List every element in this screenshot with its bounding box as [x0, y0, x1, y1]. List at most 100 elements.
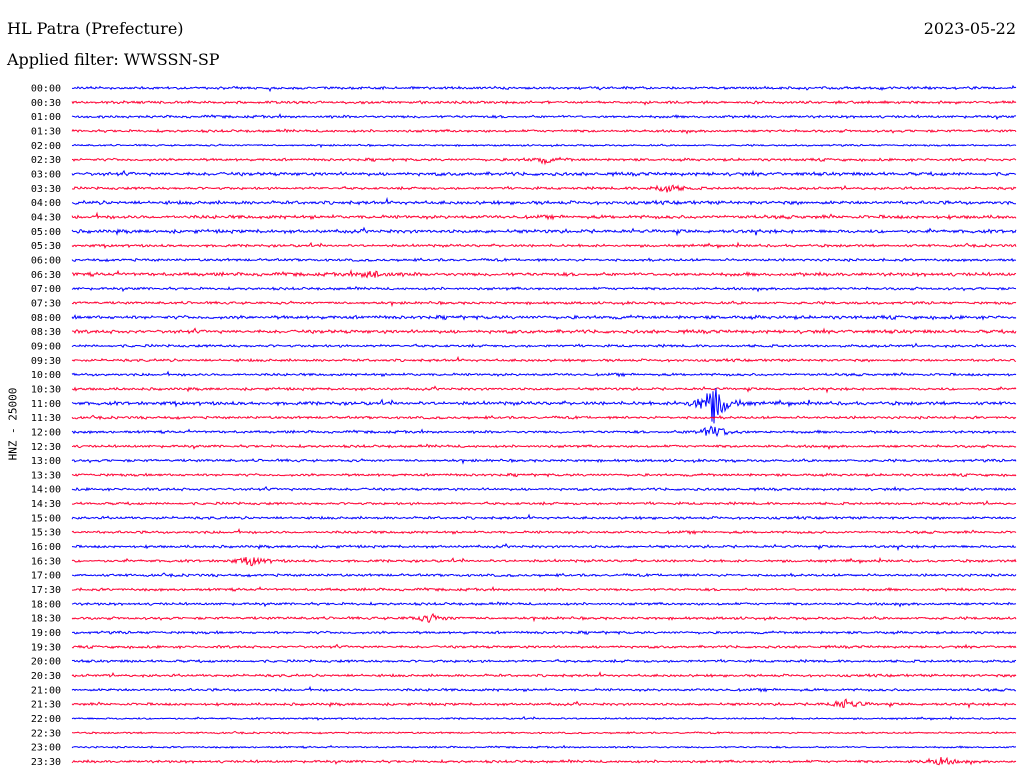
- row-time-label: 16:30: [31, 556, 61, 567]
- row-time-label: 23:00: [31, 743, 61, 754]
- row-time-label: 15:00: [31, 513, 61, 524]
- trace-1100: [71, 388, 1017, 424]
- row-time-label: 00:00: [31, 84, 61, 95]
- trace-0400: [71, 196, 1016, 206]
- date-label: 2023-05-22: [923, 19, 1016, 38]
- row-time-label: 18:30: [31, 614, 61, 625]
- row-time-label: 10:30: [31, 384, 61, 395]
- row-time-label: 13:30: [31, 470, 61, 481]
- trace-2330: [71, 756, 1017, 766]
- trace-2300: [71, 744, 1016, 749]
- trace-1430: [71, 500, 1017, 506]
- row-time-label: 05:30: [31, 241, 61, 252]
- trace-0600: [71, 257, 1017, 263]
- trace-1800: [71, 601, 1017, 608]
- trace-1930: [71, 643, 1017, 650]
- row-time-label: 08:30: [31, 327, 61, 338]
- trace-0800: [71, 314, 1017, 321]
- trace-0230: [71, 156, 1017, 166]
- row-time-label: 07:30: [31, 298, 61, 309]
- trace-1900: [72, 630, 1017, 636]
- trace-0930: [71, 355, 1017, 363]
- trace-0300: [71, 169, 1017, 178]
- row-time-label: 02:30: [31, 155, 61, 166]
- row-time-label: 19:30: [31, 642, 61, 653]
- trace-1830: [71, 612, 1017, 624]
- row-time-label: 16:00: [31, 542, 61, 553]
- trace-1630: [71, 556, 1017, 567]
- row-time-label: 09:30: [31, 356, 61, 367]
- trace-1200: [71, 425, 1017, 438]
- row-time-label: 01:30: [31, 126, 61, 137]
- trace-2230: [71, 730, 1017, 735]
- trace-2000: [71, 658, 1017, 664]
- trace-1730: [72, 585, 1017, 593]
- row-time-label: 12:00: [31, 427, 61, 438]
- trace-0130: [71, 128, 1017, 135]
- trace-1130: [71, 414, 1017, 421]
- row-time-label: 04:30: [31, 212, 61, 223]
- trace-1030: [71, 385, 1017, 394]
- row-time-label: 07:00: [31, 284, 61, 295]
- filter-label: Applied filter: WWSSN-SP: [7, 50, 220, 69]
- trace-1530: [71, 528, 1017, 536]
- row-time-label: 18:00: [31, 599, 61, 610]
- trace-1230: [71, 443, 1017, 451]
- trace-0000: [71, 84, 1017, 93]
- trace-2100: [71, 685, 1016, 693]
- trace-0430: [71, 211, 1017, 221]
- row-time-label: 21:00: [31, 685, 61, 696]
- trace-0500: [71, 226, 1017, 237]
- row-time-label: 06:30: [31, 270, 61, 281]
- trace-0030: [71, 99, 1017, 106]
- trace-1330: [71, 472, 1017, 478]
- row-time-label: 13:00: [31, 456, 61, 467]
- trace-0100: [71, 113, 1017, 121]
- row-time-label: 10:00: [31, 370, 61, 381]
- row-time-label: 15:30: [31, 528, 61, 539]
- row-time-label: 03:00: [31, 169, 61, 180]
- trace-0830: [71, 327, 1017, 335]
- row-time-label: 04:00: [31, 198, 61, 209]
- station-title: HL Patra (Prefecture): [7, 19, 184, 38]
- trace-0700: [71, 285, 1017, 293]
- row-time-label: 19:00: [31, 628, 61, 639]
- row-time-label: 23:30: [31, 757, 61, 768]
- row-time-label: 17:00: [31, 571, 61, 582]
- row-time-label: 22:30: [31, 728, 61, 739]
- trace-0900: [71, 342, 1017, 349]
- row-time-label: 08:00: [31, 313, 61, 324]
- trace-1300: [71, 458, 1017, 465]
- row-time-label: 20:00: [31, 657, 61, 668]
- row-time-label: 11:00: [31, 399, 61, 410]
- trace-0530: [71, 241, 1017, 249]
- row-time-label: 01:00: [31, 112, 61, 123]
- row-time-label: 14:00: [31, 485, 61, 496]
- row-time-label: 21:30: [31, 700, 61, 711]
- trace-2130: [71, 698, 1017, 709]
- row-time-label: 00:30: [31, 98, 61, 109]
- row-time-label: 22:00: [31, 714, 61, 725]
- trace-0630: [71, 268, 1017, 279]
- row-time-label: 17:30: [31, 585, 61, 596]
- trace-1600: [71, 543, 1017, 552]
- row-time-label: 20:30: [31, 671, 61, 682]
- trace-2200: [71, 715, 1017, 721]
- trace-0200: [71, 143, 1017, 149]
- row-time-label: 03:30: [31, 184, 61, 195]
- trace-2030: [71, 671, 1017, 678]
- trace-0730: [71, 300, 1017, 308]
- row-time-label: 09:00: [31, 341, 61, 352]
- row-time-label: 06:00: [31, 255, 61, 266]
- trace-1400: [71, 486, 1017, 492]
- row-time-label: 02:00: [31, 141, 61, 152]
- trace-1500: [71, 513, 1017, 521]
- trace-1000: [71, 370, 1017, 378]
- row-time-label: 05:00: [31, 227, 61, 238]
- row-time-label: 11:30: [31, 413, 61, 424]
- trace-0330: [71, 184, 1017, 193]
- row-time-label: 12:30: [31, 442, 61, 453]
- row-time-label: 14:30: [31, 499, 61, 510]
- trace-1700: [71, 572, 1017, 579]
